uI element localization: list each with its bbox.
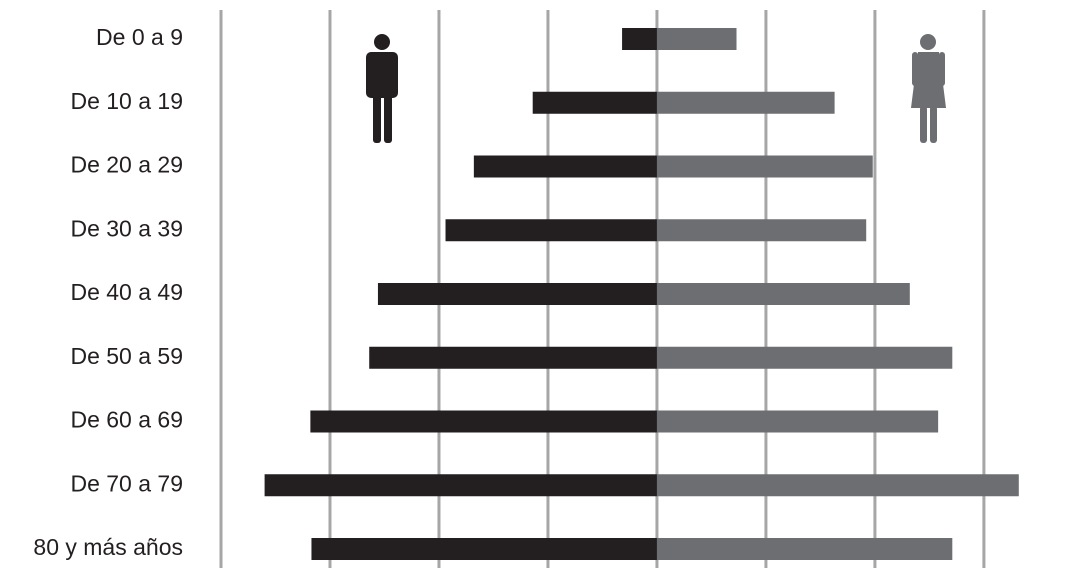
bar — [532, 91, 657, 114]
bar — [310, 410, 657, 433]
bar — [369, 346, 657, 369]
bar — [473, 155, 657, 178]
female-icon — [911, 34, 946, 143]
bar — [656, 28, 737, 50]
y-tick-label: 80 y más años — [33, 534, 183, 560]
bar — [656, 410, 939, 433]
y-tick-label: De 0 a 9 — [96, 24, 183, 50]
bar — [656, 474, 1019, 497]
bar — [656, 155, 873, 178]
bar — [656, 346, 953, 369]
bar — [377, 283, 657, 305]
bar — [622, 28, 657, 50]
y-tick-label: De 50 a 59 — [70, 343, 183, 369]
bar — [656, 91, 835, 114]
bar — [445, 219, 657, 242]
y-tick-label: De 10 a 19 — [70, 88, 183, 114]
y-tick-label: De 40 a 49 — [70, 279, 183, 305]
y-tick-label: De 60 a 69 — [70, 407, 183, 433]
y-tick-label: De 20 a 29 — [70, 152, 183, 178]
y-tick-label: De 70 a 79 — [70, 470, 183, 496]
bar — [264, 474, 657, 497]
bar — [656, 538, 953, 560]
bar — [656, 219, 867, 242]
male-icon — [366, 34, 398, 143]
y-tick-label: De 30 a 39 — [70, 215, 183, 241]
bar — [311, 538, 657, 560]
bar — [656, 283, 910, 305]
